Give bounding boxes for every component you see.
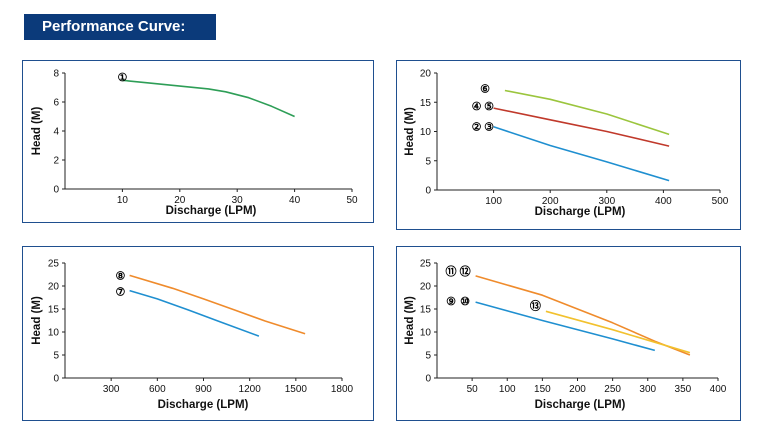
- series-line: [493, 107, 670, 147]
- x-tick-label: 150: [534, 384, 551, 395]
- series-line: [493, 126, 670, 182]
- y-tick-label: 25: [48, 259, 60, 270]
- series-line: [504, 89, 670, 136]
- series-line: [545, 310, 691, 354]
- x-tick-label: 50: [467, 384, 479, 395]
- y-tick-label: 5: [53, 351, 59, 362]
- x-tick-label: 1200: [239, 384, 262, 395]
- x-tick-label: 250: [604, 384, 621, 395]
- y-tick-label: 15: [420, 98, 432, 109]
- x-tick-label: 200: [569, 384, 586, 395]
- x-tick-label: 1800: [331, 384, 354, 395]
- series-line: [129, 289, 260, 337]
- x-tick-label: 300: [639, 384, 656, 395]
- x-tick-label: 100: [499, 384, 516, 395]
- x-tick-label: 200: [542, 196, 559, 207]
- y-tick-label: 2: [53, 156, 59, 167]
- x-tick-label: 400: [655, 196, 672, 207]
- curve-number-badge: ⑨: [446, 296, 456, 308]
- y-tick-label: 0: [53, 185, 59, 196]
- y-tick-label: 10: [420, 328, 432, 339]
- y-tick-label: 8: [53, 69, 59, 80]
- performance-curve-header: Performance Curve:: [24, 14, 216, 40]
- x-tick-label: 350: [675, 384, 692, 395]
- chart-4: 0 5 10 15 20 25 50 100 150 200 250 300 350 400 Dischar…: [404, 259, 727, 412]
- y-axis-title: Head (M): [404, 107, 416, 156]
- series-line: [129, 274, 306, 335]
- x-tick-label: 900: [195, 384, 212, 395]
- chart-2: 0 5 10 15 20 100 200 300 400 500 Discharge (LPM) He…: [404, 69, 729, 219]
- x-axis-title: Discharge (LPM): [158, 399, 249, 411]
- curve-number-badge: ④: [472, 101, 482, 113]
- curve-number-badge: ⑦: [115, 287, 125, 299]
- curve-number-badge: ⑫: [460, 264, 471, 278]
- x-tick-label: 100: [485, 196, 502, 207]
- x-tick-label: 40: [289, 195, 301, 206]
- x-axis-title: Discharge (LPM): [535, 399, 626, 411]
- x-tick-label: 300: [103, 384, 120, 395]
- y-axis-title: Head (M): [31, 296, 43, 345]
- x-tick-label: 500: [712, 196, 729, 207]
- x-tick-label: 400: [710, 384, 727, 395]
- curve-number-badge: ⑤: [484, 101, 494, 113]
- curve-number-badge: ③: [484, 122, 494, 134]
- series-line: [475, 301, 656, 352]
- y-tick-label: 10: [420, 127, 432, 138]
- y-tick-label: 4: [53, 127, 59, 138]
- y-tick-label: 15: [48, 305, 60, 316]
- curve-number-badge: ①: [117, 72, 127, 84]
- y-tick-label: 0: [425, 374, 431, 385]
- curve-number-badge: ⑧: [115, 271, 125, 283]
- y-tick-label: 5: [425, 156, 431, 167]
- series-line: [122, 79, 295, 118]
- y-tick-label: 6: [53, 98, 59, 109]
- y-axis-title: Head (M): [404, 296, 416, 345]
- x-tick-label: 20: [174, 195, 186, 206]
- y-tick-label: 20: [420, 69, 432, 80]
- chart-panel-4: [396, 246, 741, 421]
- y-tick-label: 0: [53, 374, 59, 385]
- y-tick-label: 20: [420, 282, 432, 293]
- x-tick-label: 600: [149, 384, 166, 395]
- chart-1: 0 2 4 6 8 10 20 30 40 50 Discharge (LPM) Head (M) ①: [31, 69, 358, 218]
- x-tick-label: 50: [346, 195, 358, 206]
- curve-number-badge: ⑥: [480, 84, 490, 96]
- y-tick-label: 10: [48, 328, 60, 339]
- chart-3: 0 5 10 15 20 25 300 600 900 1200 1500 1800 Discharge…: [31, 259, 354, 412]
- y-axis-title: Head (M): [31, 107, 43, 156]
- x-axis-title: Discharge (LPM): [166, 205, 257, 217]
- chart-panel-2: [396, 60, 741, 230]
- curve-number-badge: ⑩: [460, 296, 470, 308]
- y-tick-label: 0: [425, 186, 431, 197]
- x-tick-label: 10: [117, 195, 129, 206]
- y-tick-label: 15: [420, 305, 432, 316]
- header-title: Performance Curve:: [42, 18, 186, 35]
- x-axis-title: Discharge (LPM): [535, 206, 626, 218]
- curve-number-badge: ⑬: [530, 298, 541, 312]
- y-tick-label: 5: [425, 351, 431, 362]
- x-tick-label: 1500: [285, 384, 308, 395]
- curve-number-badge: ②: [472, 122, 482, 134]
- chart-panel-3: [22, 246, 374, 421]
- y-tick-label: 25: [420, 259, 432, 270]
- curve-number-badge: ⑪: [446, 264, 457, 278]
- y-tick-label: 20: [48, 282, 60, 293]
- x-tick-label: 300: [598, 196, 615, 207]
- x-tick-label: 30: [232, 195, 244, 206]
